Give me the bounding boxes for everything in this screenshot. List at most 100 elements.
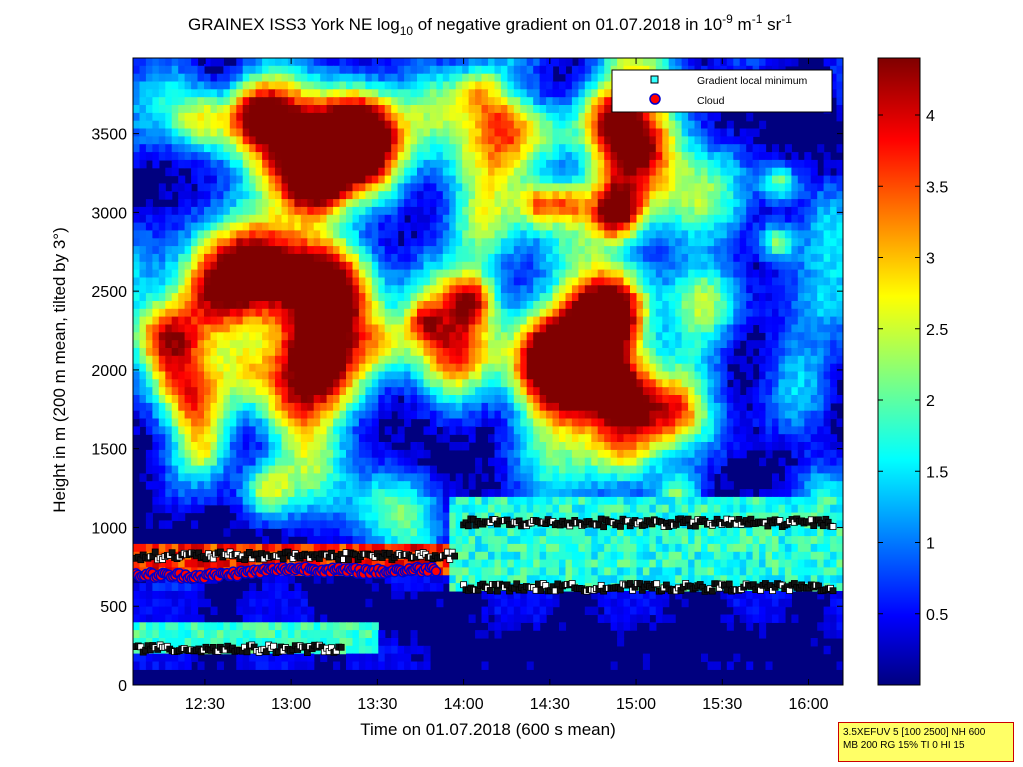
heat-cell bbox=[191, 58, 199, 67]
heat-cell bbox=[391, 277, 399, 286]
heat-cell bbox=[249, 308, 257, 318]
heat-cell bbox=[384, 410, 392, 420]
heat-cell bbox=[836, 199, 843, 208]
heat-cell bbox=[817, 316, 825, 326]
heat-cell bbox=[681, 301, 689, 310]
heat-cell bbox=[442, 206, 450, 216]
heat-cell bbox=[578, 418, 586, 427]
heat-cell bbox=[623, 206, 631, 216]
heat-cell bbox=[371, 191, 379, 200]
heat-cell bbox=[475, 395, 483, 404]
heat-cell bbox=[145, 65, 153, 75]
heat-cell bbox=[630, 175, 638, 185]
heat-cell bbox=[571, 214, 579, 224]
heat-cell bbox=[726, 293, 734, 302]
heat-cell bbox=[320, 206, 328, 216]
heat-cell bbox=[229, 183, 237, 192]
heat-cell bbox=[223, 301, 231, 310]
heat-cell bbox=[262, 65, 270, 75]
heat-cell bbox=[830, 81, 838, 90]
heat-cell bbox=[591, 301, 599, 310]
heat-cell bbox=[830, 410, 838, 420]
heat-cell bbox=[455, 128, 463, 137]
heat-cell bbox=[417, 332, 425, 341]
heat-cell bbox=[178, 285, 186, 294]
heat-cell bbox=[500, 199, 508, 208]
heat-cell bbox=[617, 167, 625, 177]
heat-cell bbox=[287, 222, 295, 232]
heat-cell bbox=[133, 348, 141, 357]
heat-cell bbox=[158, 410, 166, 420]
heat-cell bbox=[281, 371, 289, 380]
heat-cell bbox=[494, 120, 502, 130]
heat-cell bbox=[475, 402, 483, 412]
heat-cell bbox=[500, 206, 508, 216]
heat-cell bbox=[752, 277, 760, 286]
heat-cell bbox=[539, 105, 547, 114]
heat-cell bbox=[481, 395, 489, 404]
heat-cell bbox=[636, 355, 644, 365]
heat-cell bbox=[462, 199, 470, 208]
heat-cell bbox=[636, 285, 644, 294]
heat-cell bbox=[455, 175, 463, 185]
heat-cell bbox=[255, 316, 263, 326]
heat-cell bbox=[287, 144, 295, 153]
heat-cell bbox=[429, 371, 437, 380]
heat-cell bbox=[836, 183, 843, 192]
heat-cell bbox=[772, 301, 780, 310]
heat-cell bbox=[642, 355, 650, 365]
heat-cell bbox=[455, 355, 463, 365]
heat-cell bbox=[610, 191, 618, 200]
heat-cell bbox=[145, 253, 153, 263]
heat-cell bbox=[500, 363, 508, 373]
heat-cell bbox=[442, 128, 450, 137]
heat-cell bbox=[229, 65, 237, 75]
heat-cell bbox=[307, 191, 315, 200]
heat-cell bbox=[171, 253, 179, 263]
heat-cell bbox=[655, 316, 663, 326]
heat-cell bbox=[804, 355, 812, 365]
heat-cell bbox=[313, 348, 321, 357]
heat-cell bbox=[830, 371, 838, 380]
heat-cell bbox=[410, 159, 418, 169]
heat-cell bbox=[223, 402, 231, 412]
heat-cell bbox=[275, 81, 283, 90]
heat-cell bbox=[216, 128, 224, 137]
heat-cell bbox=[565, 387, 573, 396]
heat-cell bbox=[423, 144, 431, 153]
heat-cell bbox=[178, 402, 186, 412]
heat-cell bbox=[178, 246, 186, 255]
heat-cell bbox=[223, 426, 231, 435]
heat-cell bbox=[610, 285, 618, 294]
heat-cell bbox=[300, 363, 308, 373]
heat-cell bbox=[320, 293, 328, 302]
heat-cell bbox=[533, 175, 541, 185]
heat-cell bbox=[307, 379, 315, 388]
heat-cell bbox=[158, 363, 166, 373]
heat-cell bbox=[365, 355, 373, 365]
heat-cell bbox=[242, 355, 250, 365]
heat-cell bbox=[287, 73, 295, 83]
heat-cell bbox=[249, 175, 257, 185]
heat-cell bbox=[268, 144, 276, 153]
heat-cell bbox=[488, 379, 496, 388]
heat-cell bbox=[378, 246, 386, 255]
heat-cell bbox=[810, 410, 818, 420]
heat-cell bbox=[281, 112, 289, 122]
heat-cell bbox=[688, 175, 696, 185]
heat-cell bbox=[526, 285, 534, 294]
heat-cell bbox=[694, 316, 702, 326]
heat-cell bbox=[346, 395, 354, 404]
heat-cell bbox=[823, 222, 831, 232]
heat-cell bbox=[287, 324, 295, 333]
heat-cell bbox=[804, 183, 812, 192]
heat-cell bbox=[216, 230, 224, 239]
heat-cell bbox=[326, 387, 334, 396]
heat-cell bbox=[320, 324, 328, 333]
heat-cell bbox=[294, 253, 302, 263]
heat-cell bbox=[262, 277, 270, 286]
heat-cell bbox=[216, 120, 224, 130]
heat-cell bbox=[533, 355, 541, 365]
heat-cell bbox=[668, 410, 676, 420]
heat-cell bbox=[449, 58, 457, 67]
